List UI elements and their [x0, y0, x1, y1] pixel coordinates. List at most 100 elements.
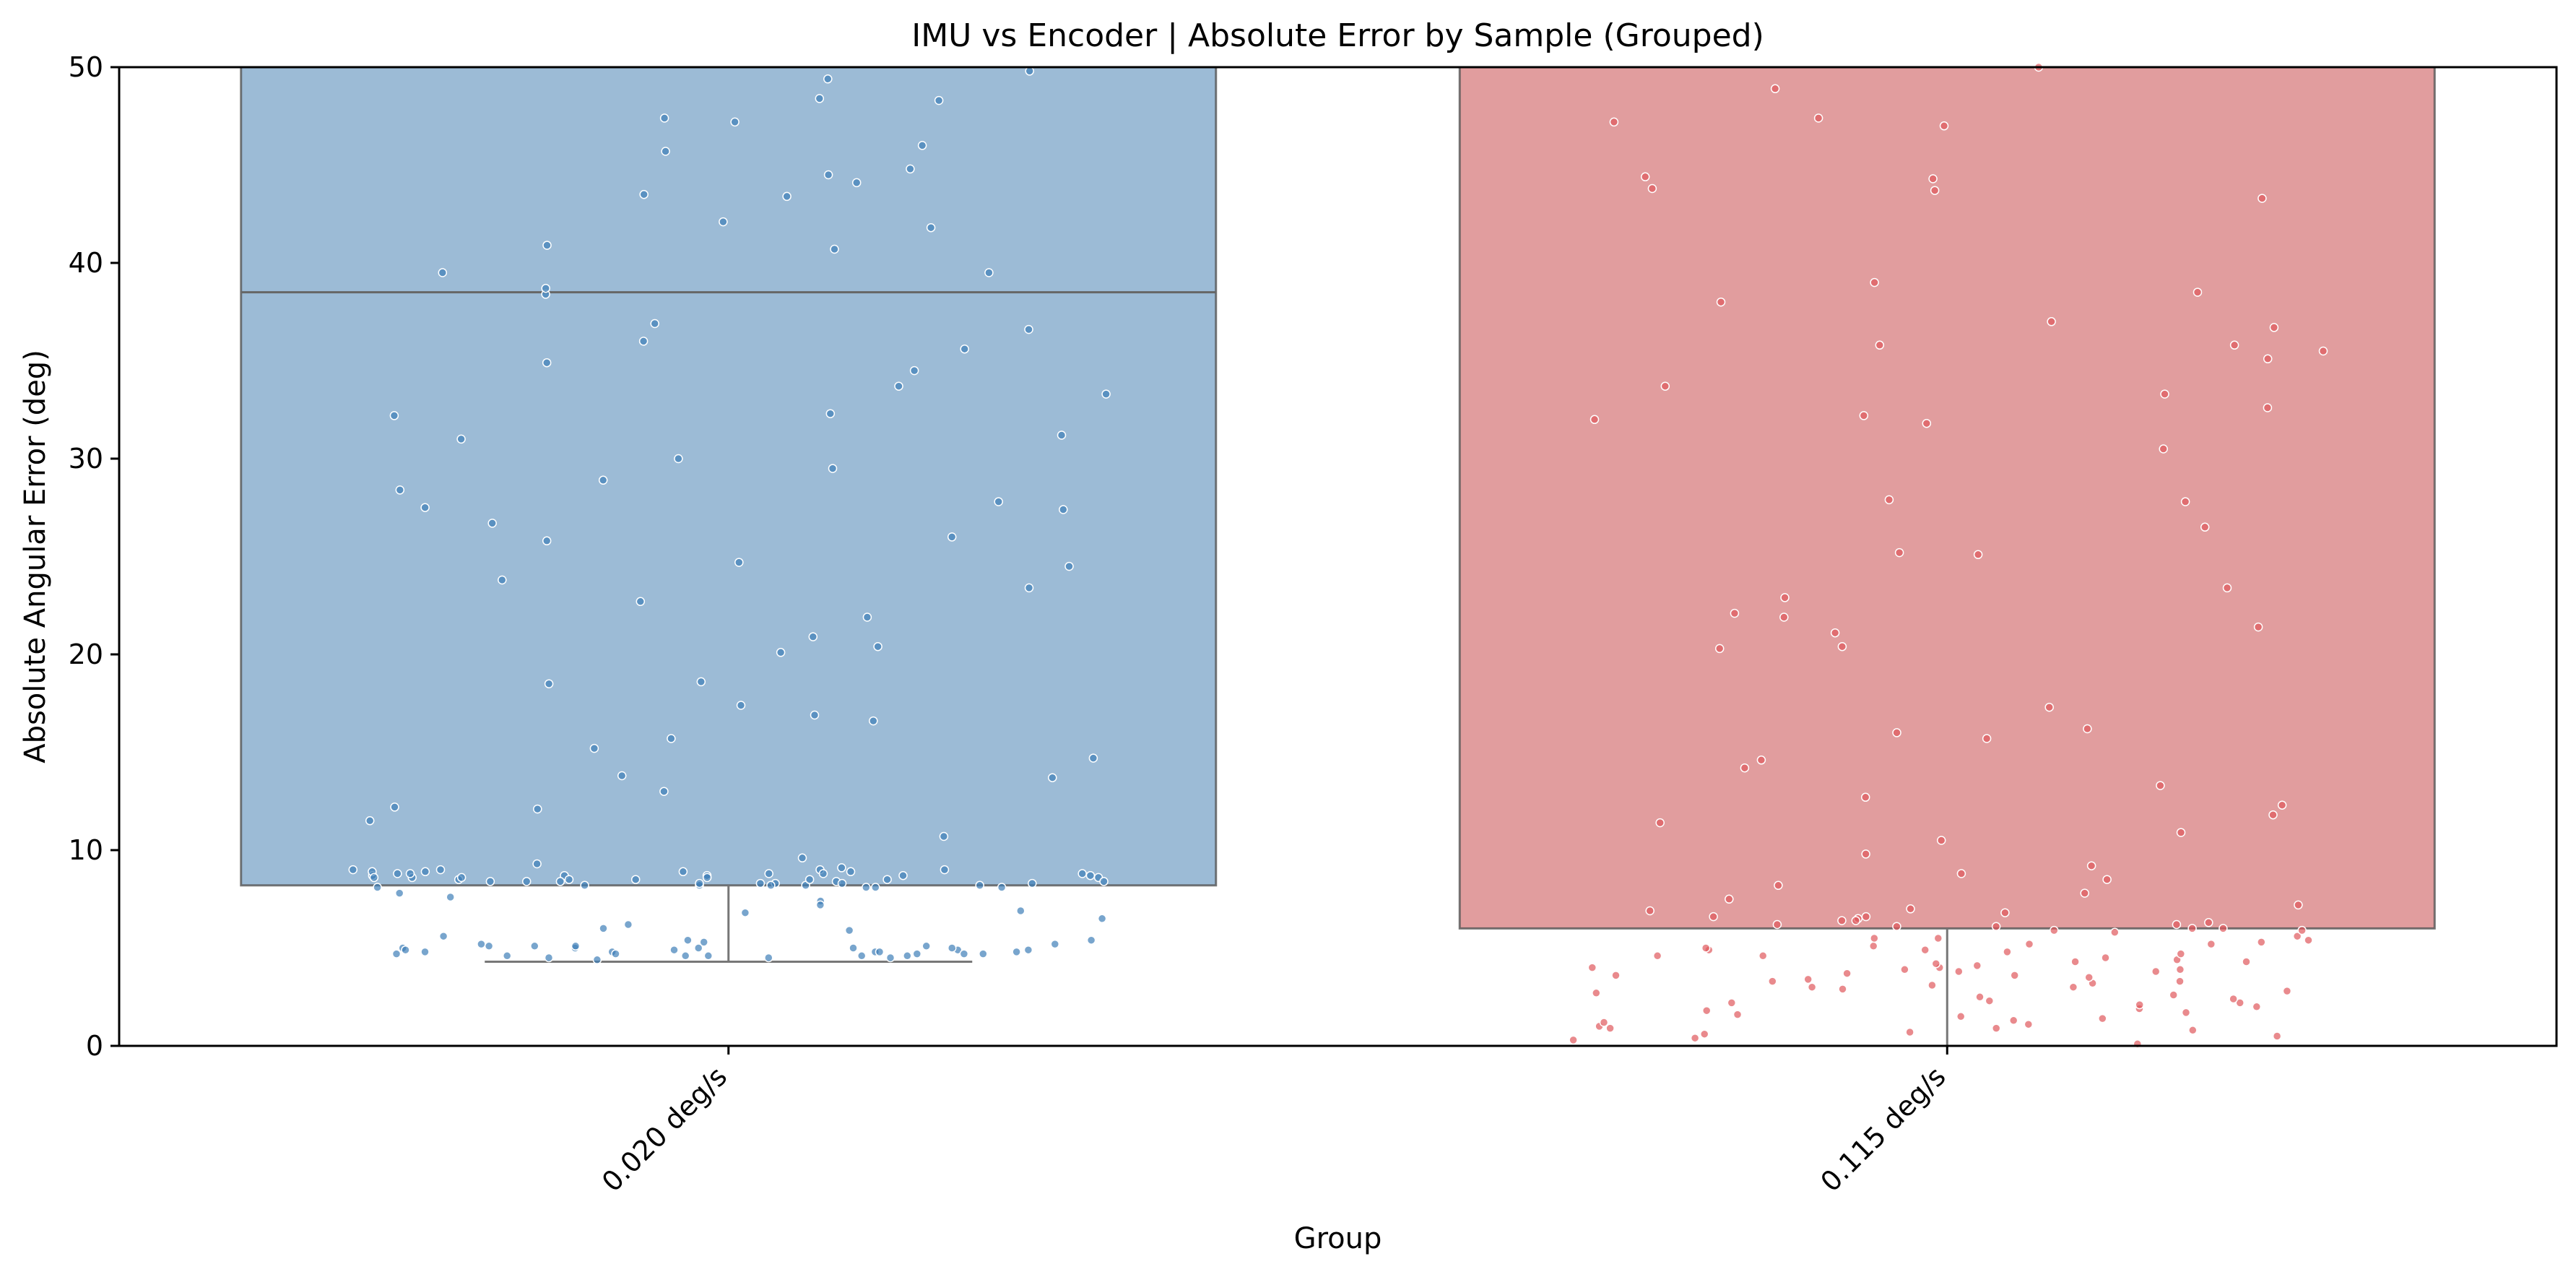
data-point	[638, 337, 649, 346]
data-point	[541, 283, 550, 293]
data-point	[395, 485, 405, 495]
data-point	[1975, 992, 1985, 1002]
data-point	[959, 949, 969, 958]
data-point	[636, 597, 646, 607]
data-point	[808, 632, 818, 641]
data-point	[1838, 984, 1847, 994]
data-point	[456, 434, 466, 444]
data-point	[1803, 974, 1813, 984]
data-point	[730, 117, 740, 127]
data-point	[2263, 354, 2273, 364]
data-point	[1954, 966, 1964, 977]
data-point	[589, 743, 599, 753]
data-point	[934, 95, 944, 105]
data-point	[882, 875, 892, 884]
data-point	[825, 409, 836, 418]
data-point	[592, 955, 602, 965]
data-point	[571, 941, 581, 951]
data-point	[542, 358, 552, 368]
data-point	[2263, 403, 2273, 412]
data-point	[1928, 174, 1938, 183]
data-point	[1701, 943, 1711, 953]
data-point	[2008, 1016, 2018, 1026]
data-point	[979, 949, 988, 958]
data-point	[477, 939, 486, 949]
data-point	[1609, 117, 1619, 127]
data-point	[532, 859, 542, 869]
data-point	[805, 875, 815, 884]
data-point	[1870, 277, 1879, 287]
data-point	[1830, 628, 1840, 638]
data-point	[1730, 608, 1740, 618]
data-point	[2304, 935, 2313, 945]
data-point	[1701, 1005, 1712, 1016]
data-point	[1772, 919, 1782, 930]
data-point	[695, 878, 704, 888]
data-point	[766, 880, 776, 891]
data-point	[693, 943, 703, 953]
data-point	[405, 869, 415, 878]
data-point	[2176, 828, 2186, 837]
data-point	[1807, 982, 1817, 992]
data-point	[797, 853, 807, 863]
data-point	[365, 816, 375, 826]
data-point	[1956, 1012, 1966, 1021]
data-point	[898, 870, 908, 880]
box-2	[1458, 66, 2436, 930]
data-point	[1837, 641, 1847, 652]
data-point	[521, 877, 532, 886]
data-point	[1939, 121, 1949, 131]
data-point	[1101, 389, 1111, 399]
data-point	[2206, 939, 2216, 949]
data-point	[1085, 870, 1096, 880]
data-point	[502, 951, 512, 961]
data-point	[659, 113, 669, 123]
data-point	[719, 217, 728, 227]
data-point	[1059, 505, 1068, 514]
data-point	[2169, 990, 2178, 1000]
data-point	[580, 880, 589, 891]
data-point	[2102, 875, 2112, 884]
data-point	[390, 802, 399, 812]
data-point	[1991, 922, 2001, 931]
data-point	[2269, 323, 2279, 332]
data-point	[542, 536, 552, 546]
data-point	[875, 947, 885, 957]
data-point	[484, 941, 494, 951]
data-point	[2229, 994, 2238, 1004]
data-point	[1640, 172, 1650, 182]
y-axis-label: Absolute Angular Error (deg)	[19, 350, 52, 763]
data-point	[837, 863, 846, 873]
data-point	[2098, 1013, 2107, 1023]
data-point	[755, 878, 766, 888]
box-1	[240, 66, 1218, 887]
data-point	[485, 877, 495, 886]
data-point	[2047, 317, 2056, 326]
data-point	[1779, 612, 1789, 622]
data-point	[1892, 728, 1901, 737]
data-point	[810, 710, 820, 720]
data-point	[348, 865, 358, 875]
data-point	[1611, 971, 1621, 980]
data-point	[2080, 888, 2089, 898]
data-point	[926, 222, 936, 233]
data-point	[623, 919, 633, 930]
data-point	[764, 953, 773, 963]
data-point	[639, 189, 649, 199]
data-point	[1714, 644, 1725, 654]
data-point	[1660, 381, 1670, 391]
data-point	[555, 877, 565, 886]
data-point	[667, 734, 676, 743]
data-point	[1982, 734, 1992, 743]
data-point	[1740, 763, 1750, 773]
data-point	[1025, 66, 1034, 76]
data-point	[1057, 430, 1067, 440]
data-point	[1985, 996, 1995, 1005]
y-tick-label: 10	[69, 834, 103, 866]
data-point	[630, 875, 641, 884]
data-point	[736, 701, 746, 710]
plot-frame	[118, 66, 2558, 1047]
data-point	[1023, 945, 1033, 955]
data-point	[1906, 904, 1915, 914]
